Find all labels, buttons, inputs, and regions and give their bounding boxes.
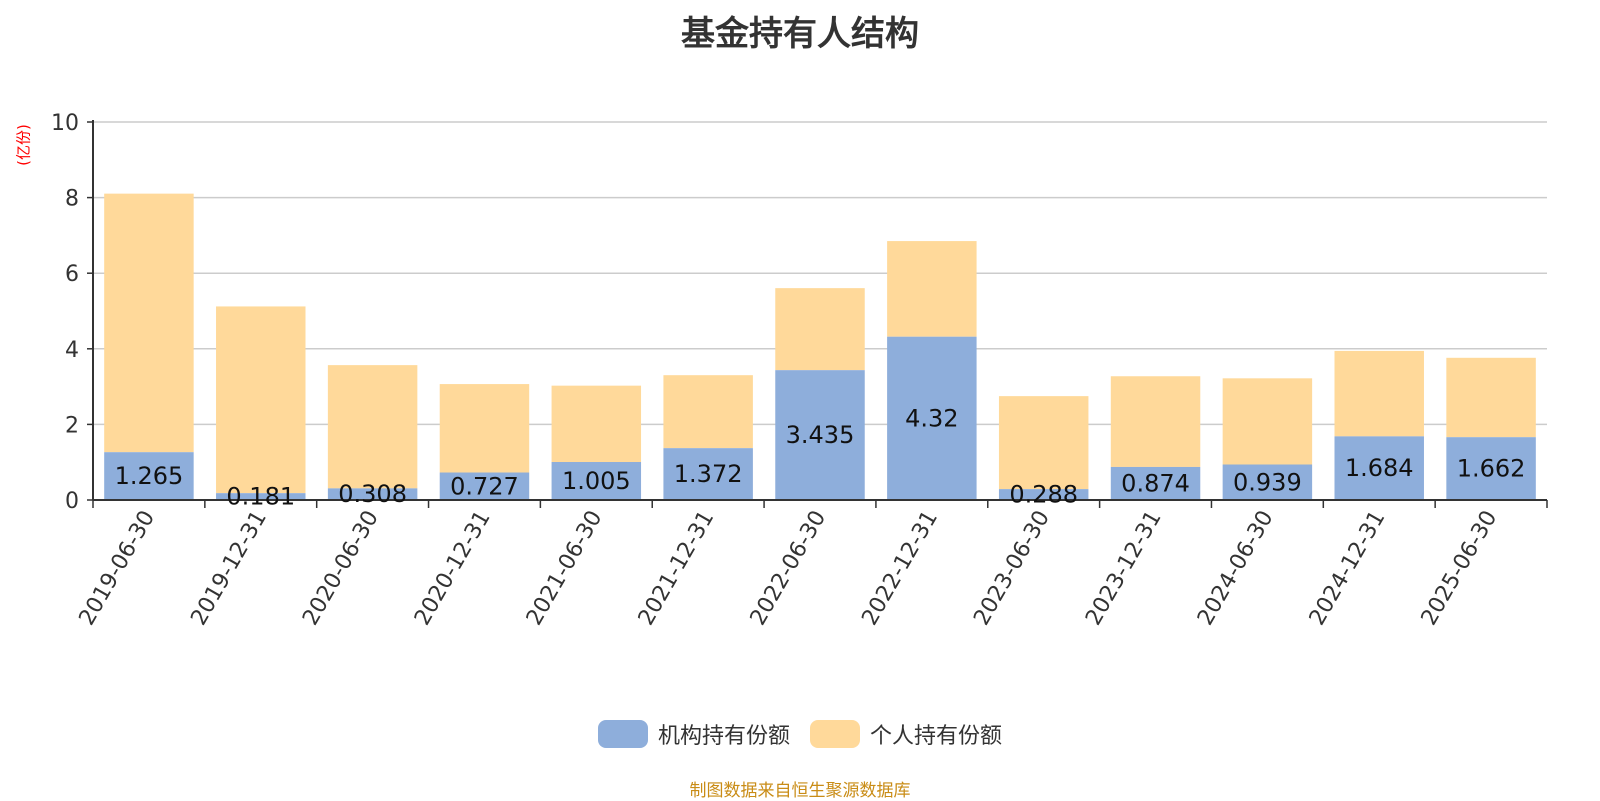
bar-individual (663, 375, 753, 449)
bar-institutional (998, 489, 1089, 500)
y-tick-label: 4 (65, 338, 79, 363)
bar-individual (439, 384, 530, 473)
bar-institutional (1334, 436, 1424, 500)
x-tick-label: 2019-12-31 (186, 507, 272, 630)
bar-individual (551, 385, 642, 463)
legend-label-institutional: 机构持有份额 (657, 724, 790, 749)
bar-individual (998, 396, 1089, 490)
bar-institutional (887, 336, 977, 500)
data-label: 3.435 (786, 421, 855, 449)
chart-title: 基金持有人结构 (681, 14, 919, 54)
data-label: 0.308 (338, 480, 407, 508)
x-tick-label: 2020-06-30 (298, 507, 384, 630)
legend-swatch-individual (810, 720, 860, 748)
x-tick-label: 2023-12-31 (1081, 507, 1167, 630)
data-label: 4.32 (905, 404, 958, 432)
data-label: 1.662 (1457, 455, 1526, 483)
data-label: 1.005 (562, 467, 631, 495)
bar-institutional (1110, 466, 1201, 500)
x-tick-label: 2024-06-30 (1193, 507, 1279, 630)
bar-institutional (1446, 437, 1536, 500)
bar-individual (887, 241, 977, 337)
data-label: 0.874 (1121, 469, 1190, 497)
data-label: 1.684 (1345, 454, 1414, 482)
bar-institutional (1222, 464, 1313, 500)
legend: 机构持有份额 个人持有份额 (0, 718, 1600, 750)
bar-institutional (216, 493, 306, 500)
bar-individual (1222, 378, 1313, 465)
y-tick-label: 6 (65, 262, 79, 287)
data-label: 0.939 (1233, 468, 1302, 496)
legend-item-institutional[interactable]: 机构持有份额 (597, 718, 790, 750)
source-note: 制图数据来自恒生聚源数据库 (689, 781, 911, 801)
bar-institutional (439, 472, 530, 500)
bar-institutional (327, 488, 418, 500)
bar-individual (775, 288, 865, 371)
bar-individual (216, 306, 306, 494)
legend-label-individual: 个人持有份额 (870, 724, 1003, 749)
x-tick-label: 2019-06-30 (75, 507, 161, 630)
data-label: 0.288 (1009, 481, 1078, 509)
data-label: 0.181 (226, 483, 295, 511)
bar-individual (1446, 357, 1536, 438)
x-tick-label: 2023-06-30 (969, 507, 1055, 630)
y-tick-label: 10 (51, 111, 79, 136)
bar-institutional (775, 370, 865, 500)
bar-institutional (551, 462, 642, 500)
bar-institutional (104, 452, 194, 500)
bar-individual (1110, 376, 1201, 467)
x-tick-label: 2020-12-31 (410, 507, 496, 630)
x-tick-label: 2022-12-31 (857, 507, 943, 630)
legend-swatch-institutional (597, 720, 648, 748)
bar-individual (1334, 350, 1424, 437)
y-tick-label: 8 (65, 187, 79, 212)
legend-item-individual[interactable]: 个人持有份额 (810, 718, 1002, 750)
bar-individual (327, 365, 418, 489)
bar-individual (104, 193, 194, 453)
x-tick-label: 2024-12-31 (1305, 507, 1391, 630)
data-label: 0.727 (450, 472, 519, 500)
x-tick-label: 2021-12-31 (634, 507, 720, 630)
x-tick-label: 2025-06-30 (1417, 507, 1503, 630)
data-label: 1.265 (115, 462, 184, 490)
data-label: 1.372 (674, 460, 743, 488)
x-tick-label: 2021-06-30 (522, 507, 608, 630)
x-tick-label: 2022-06-30 (746, 507, 832, 630)
y-tick-label: 0 (65, 489, 79, 514)
y-tick-label: 2 (65, 413, 79, 438)
bar-institutional (663, 448, 753, 500)
